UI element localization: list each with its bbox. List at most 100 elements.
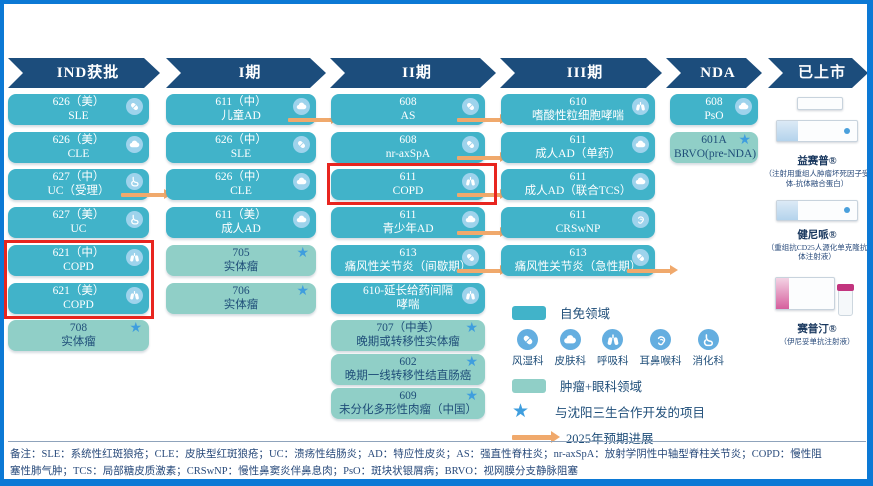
- legend-dept-digestive: 消化科: [693, 329, 724, 368]
- pipeline-card-ind-4: 621（中） COPD: [8, 245, 149, 276]
- ent-ear-icon: [657, 335, 665, 345]
- rheumatology-icon: [462, 249, 479, 266]
- ent-icon: [632, 211, 649, 228]
- autoimmune-swatch: [512, 305, 546, 320]
- card-code: 613: [399, 247, 417, 259]
- stage-header-phase2: II期: [330, 58, 496, 88]
- product-image-yisaipu: [767, 94, 867, 150]
- pipeline-card-phase2-8: 609 未分化多形性肉瘤（中国） ★: [331, 388, 485, 419]
- ent-icon: [650, 329, 671, 350]
- card-indication: 晚期一线转移性结直肠癌: [344, 369, 472, 382]
- respiratory-icon: [126, 287, 143, 304]
- pipeline-card-phase2-4: 613 痛风性关节炎（间歇期）: [331, 245, 508, 276]
- partner-star-icon: ★: [465, 321, 478, 336]
- rheumatology-icon: [632, 249, 649, 266]
- card-code: 627（美）: [52, 209, 105, 221]
- card-indication: 实体瘤: [223, 260, 259, 273]
- legend-oncology: 肿瘤+眼科领域: [512, 376, 757, 395]
- pipeline-card-phase3-3: 611 CRSwNP: [501, 207, 655, 238]
- card-indication: 痛风性关节炎（急性期）: [514, 260, 642, 273]
- pipeline-card-phase2-7: 602 晚期一线转移性结直肠癌 ★: [331, 354, 485, 385]
- card-code: 626（中）: [215, 134, 267, 146]
- legend-autoimmune: 自免领域: [512, 303, 757, 322]
- pipeline-card-phase1-3: 611（美） 成人AD: [166, 207, 316, 238]
- marketed-products: 益赛普® （注射用重组人肿瘤坏死因子受体-抗体融合蛋白） 健尼哌® （重组抗CD…: [764, 94, 870, 347]
- pipeline-card-phase1-2: 626（中） CLE: [166, 169, 316, 200]
- stage-header-ind: IND获批: [8, 58, 160, 88]
- product-name: 健尼哌®: [797, 229, 837, 241]
- pipeline-card-phase3-0: 610 嗜酸性粒细胞哮喘: [501, 94, 655, 125]
- rheumatology-icon: [523, 335, 533, 344]
- card-indication: 实体瘤: [61, 335, 96, 348]
- card-code: 626（美）: [52, 96, 105, 108]
- progress-arrow-icon: [627, 265, 678, 275]
- respiratory-icon: [466, 290, 475, 300]
- card-indication: PsO: [704, 109, 724, 122]
- card-code: 608: [399, 134, 417, 146]
- dermatology-icon: [735, 98, 752, 115]
- dermatology-icon: [738, 102, 749, 110]
- progress-arrow-icon: [288, 114, 339, 124]
- card-code: 611: [569, 209, 587, 221]
- digestive-stomach-icon: [131, 176, 139, 187]
- pipeline-card-phase2-5: 610-延长给药间隔 哮喘: [331, 283, 485, 314]
- card-code: 626（美）: [52, 134, 105, 146]
- card-code: 611: [569, 134, 587, 146]
- partner-star-icon: ★: [512, 400, 530, 422]
- card-code: 705: [232, 247, 250, 259]
- legend-dept-ent: 耳鼻喉科: [640, 329, 682, 368]
- rheumatology-icon: [293, 136, 310, 153]
- card-indication: COPD: [392, 184, 424, 197]
- progress-arrow-icon: [121, 189, 172, 199]
- product-image-saipuding: [767, 272, 867, 318]
- card-indication: 晚期或转移性实体瘤: [356, 335, 460, 348]
- stage-header-marketed: 已上市: [768, 58, 868, 88]
- pipeline-card-phase2-3: 611 青少年AD: [331, 207, 508, 238]
- rheumatology-icon: [466, 102, 475, 111]
- card-code: 611（中）: [215, 96, 267, 108]
- card-code: 609: [399, 390, 417, 402]
- medicine-box-icon: [797, 97, 843, 110]
- card-indication: UC（受理）: [47, 184, 110, 197]
- respiratory-icon: [632, 98, 649, 115]
- respiratory-icon: [636, 101, 645, 111]
- card-code: 627（中）: [52, 171, 105, 183]
- stage-header-nda: NDA: [666, 58, 762, 88]
- dermatology-icon: [293, 211, 310, 228]
- pipeline-card-ind-5: 621（美） COPD: [8, 283, 149, 314]
- legend-progress: 2025年预期进展: [512, 428, 757, 447]
- dermatology-icon: [293, 173, 310, 190]
- progress-arrow-icon: [512, 431, 560, 444]
- card-indication: CLE: [230, 184, 252, 197]
- card-code: 608: [399, 96, 417, 108]
- partner-star-icon: ★: [465, 389, 478, 404]
- dermatology-icon: [564, 334, 577, 343]
- digestive-icon: [126, 211, 143, 228]
- dept-label: 耳鼻喉科: [639, 356, 682, 367]
- dept-label: 皮肤科: [554, 356, 587, 367]
- dermatology-icon: [632, 173, 649, 190]
- pipeline-card-phase2-1: 608 nr-axSpA: [331, 132, 508, 163]
- card-indication: 儿童AD: [221, 109, 261, 122]
- card-code: 707（中美）: [376, 322, 440, 334]
- dermatology-icon: [126, 136, 143, 153]
- dermatology-icon: [632, 136, 649, 153]
- dermatology-icon: [462, 211, 479, 228]
- product-desc: （注射用重组人肿瘤坏死因子受体-抗体融合蛋白）: [764, 169, 870, 188]
- card-indication: 未分化多形性肉瘤（中国）: [339, 403, 477, 416]
- dermatology-icon: [296, 102, 307, 110]
- product-name: 益赛普®: [797, 156, 837, 167]
- card-code: 621（中）: [52, 247, 105, 259]
- card-code: 621（美）: [52, 285, 105, 297]
- legend-dept-dermatology: 皮肤科: [554, 329, 587, 368]
- pipeline-card-phase3-4: 613 痛风性关节炎（急性期）: [501, 245, 678, 276]
- respiratory-icon: [466, 176, 475, 186]
- respiratory-icon: [607, 333, 619, 345]
- card-indication: AS: [400, 109, 416, 122]
- card-indication: nr-axSpA: [385, 147, 431, 160]
- rheumatology-icon: [466, 140, 475, 149]
- highlight-box-copd-phase2: [327, 163, 497, 205]
- card-indication: BRVO(pre-NDA): [674, 147, 757, 160]
- card-code: 610-延长给药间隔: [362, 285, 454, 297]
- partner-label: 与沈阳三生合作开发的项目: [555, 406, 706, 420]
